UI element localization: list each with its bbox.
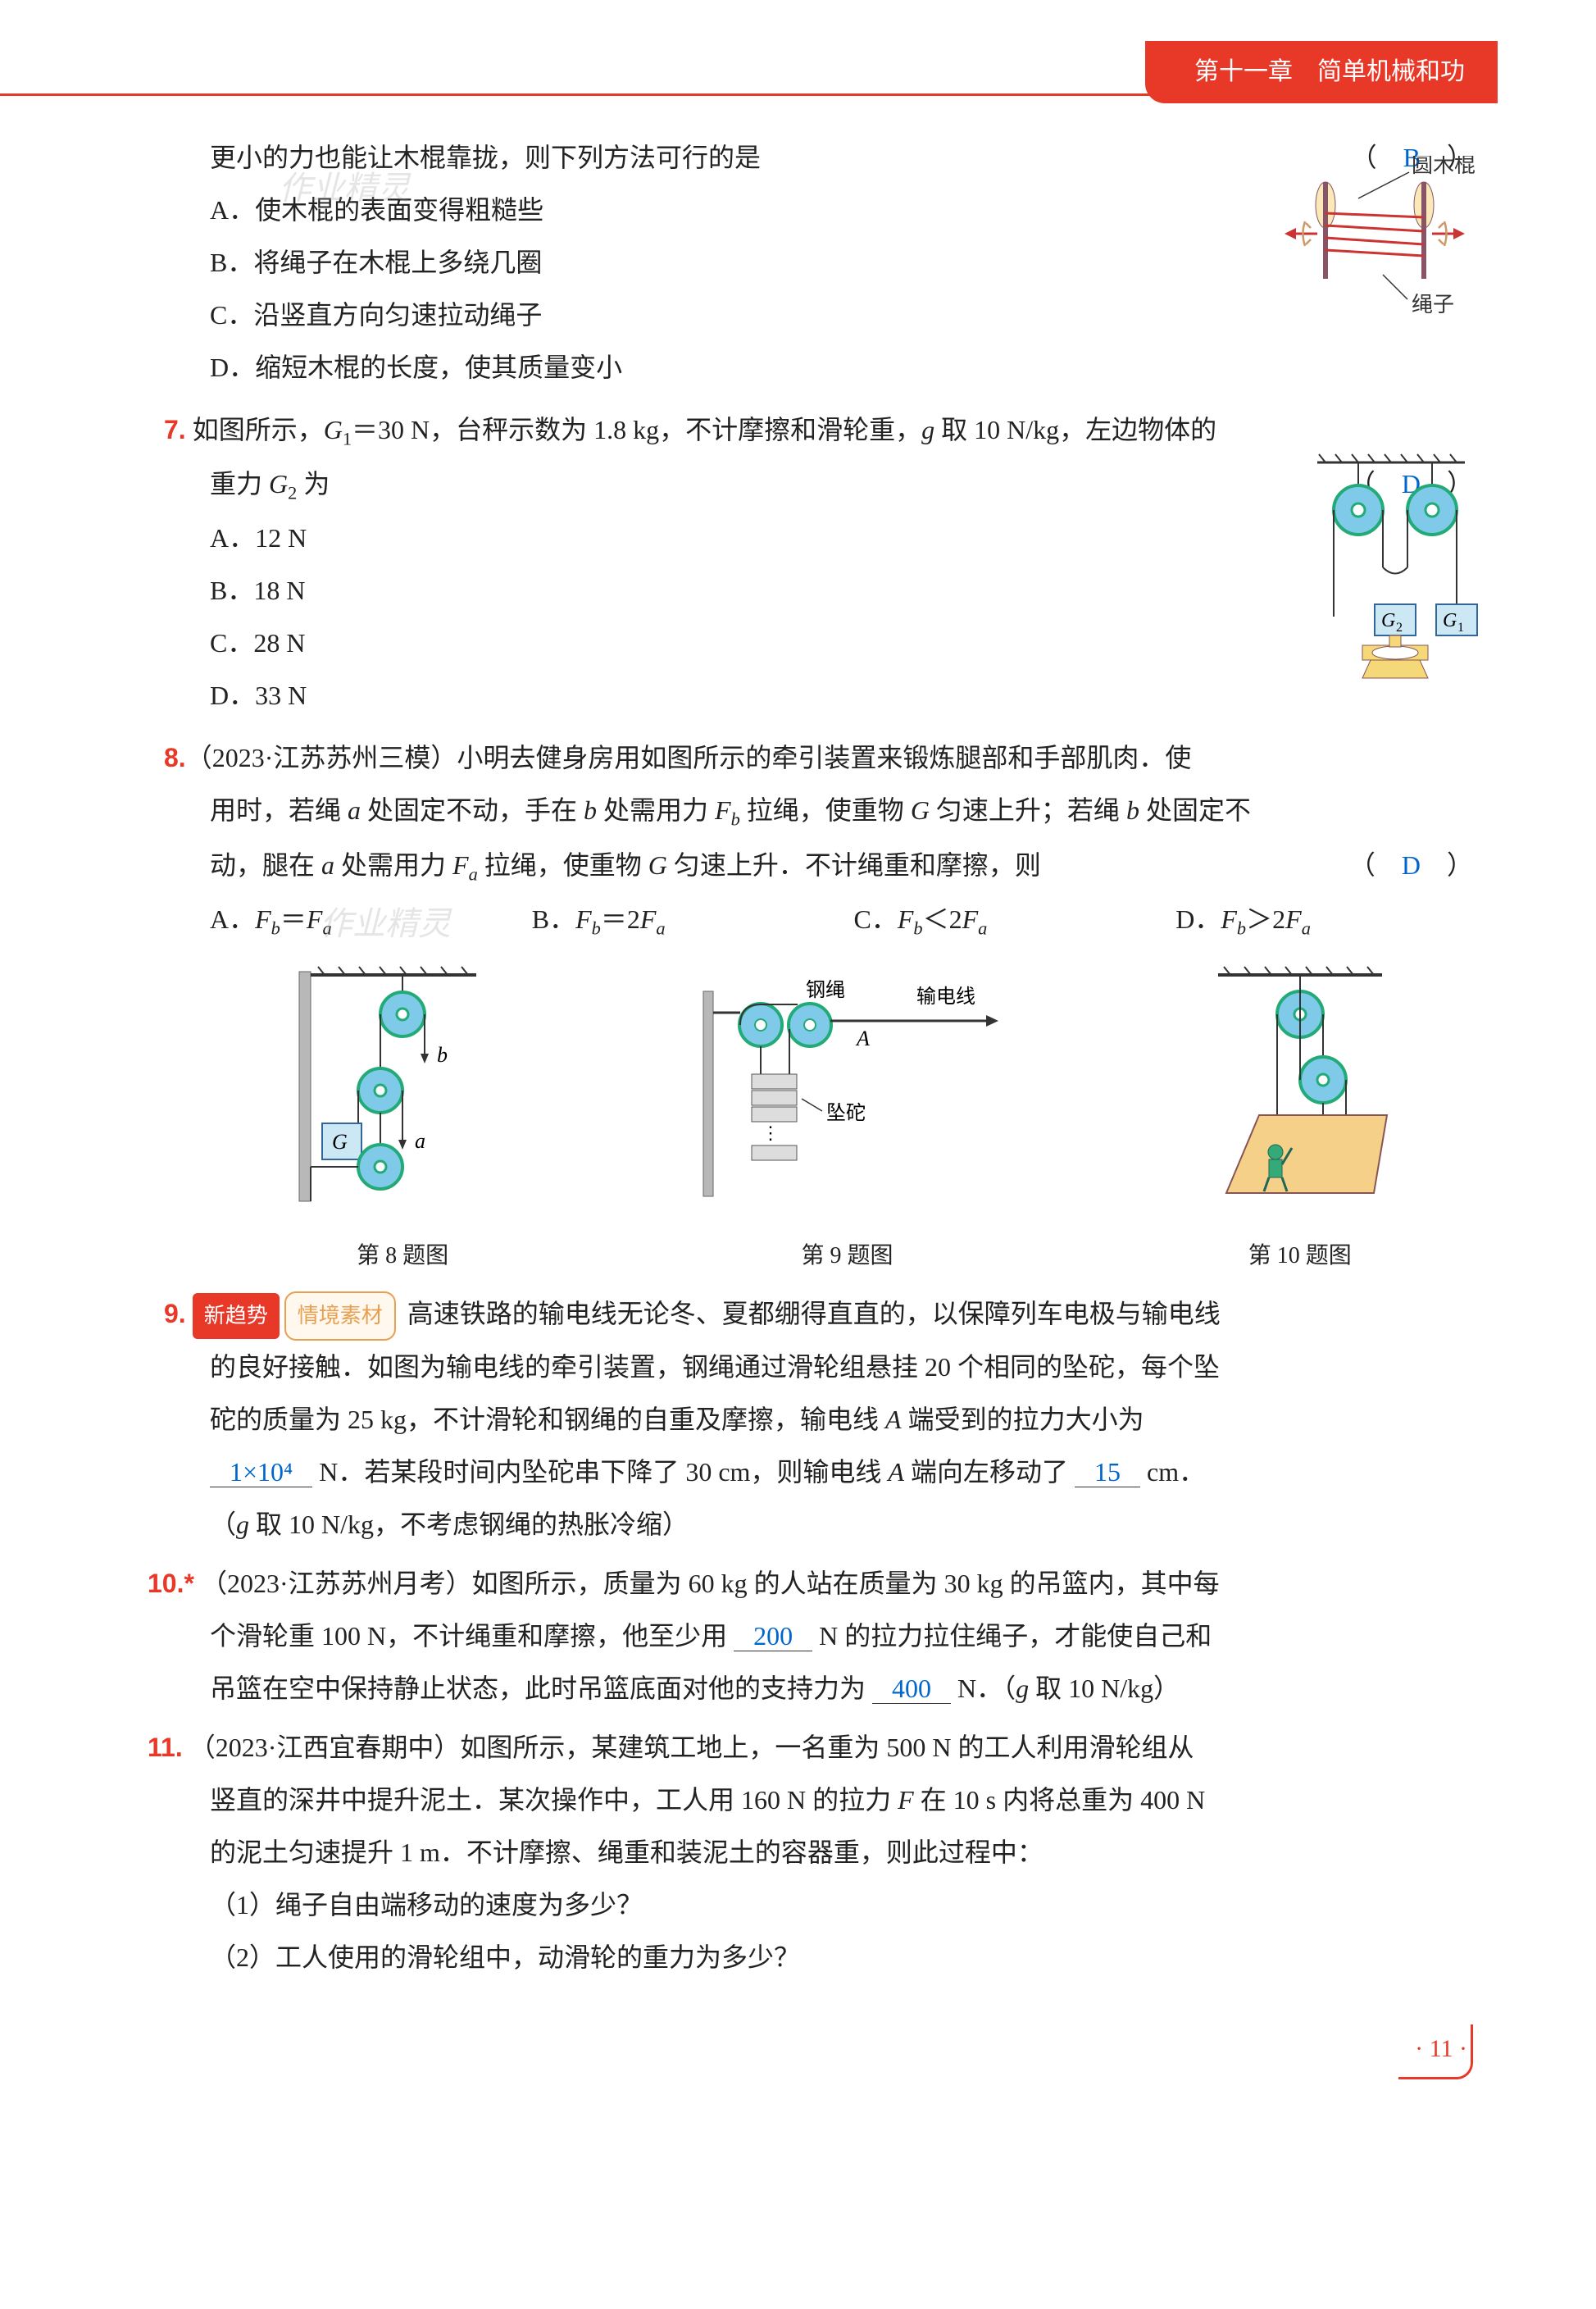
- q7-opt-b: B．18 N: [131, 564, 1498, 617]
- q10-source: （2023·江苏苏州月考）: [201, 1569, 472, 1598]
- q9-s1: 高速铁路的输电线无论冬、夏都绷得直直的，以保障列车电极与输电线: [407, 1299, 1221, 1328]
- svg-text:G: G: [1381, 610, 1395, 631]
- fig-8: b a G 第 8 题图: [288, 963, 517, 1279]
- badge-context: 情境素材: [284, 1291, 396, 1341]
- q7-figure: G2 G1: [1301, 453, 1481, 699]
- q11-s4: 的泥土匀速提升 1 m．不计摩擦、绳重和装泥土的容器重，则此过程中：: [131, 1826, 1498, 1879]
- question-9: 9. 新趋势情境素材 高速铁路的输电线无论冬、夏都绷得直直的，以保障列车电极与输…: [131, 1287, 1498, 1551]
- figure-row: b a G 第 8 题图 A 钢: [213, 963, 1498, 1279]
- q11-num: 11.: [148, 1733, 183, 1762]
- q11-sub1: （1）绳子自由端移动的速度为多少？: [131, 1879, 1498, 1931]
- svg-text:钢绳: 钢绳: [806, 979, 845, 1001]
- q9-s9: 取 10 N/kg，不考虑钢绳的热胀冷缩）: [249, 1510, 689, 1539]
- page-number: · 11 ·: [131, 2024, 1498, 2079]
- svg-text:⋮: ⋮: [762, 1123, 780, 1143]
- q7-num: 7.: [164, 415, 186, 444]
- q8-opt-d: D．Fb＞2Fa: [1175, 893, 1498, 947]
- q11-s2: 竖直的深井中提升泥土．某次操作中，工人用 160 N 的拉力: [210, 1785, 898, 1815]
- svg-text:a: a: [415, 1129, 425, 1153]
- q9-num: 9.: [164, 1299, 186, 1328]
- q8-source: （2023·江苏苏州三模）: [186, 743, 457, 772]
- q8-s11: 匀速上升．不计绳重和摩擦，则: [667, 850, 1041, 880]
- q11-s1: 如图所示，某建筑工地上，一名重为 500 N 的工人利用滑轮组从: [460, 1733, 1194, 1762]
- q8-s1: 小明去健身房用如图所示的牵引装置来锻炼腿部和手部肌肉．使: [457, 743, 1191, 772]
- q10-s2: 个滑轮重 100 N，不计绳重和摩擦，他至少用: [210, 1621, 727, 1651]
- svg-text:G: G: [332, 1130, 348, 1154]
- q8-s5: 拉绳，使重物: [740, 795, 911, 825]
- q10-num: 10.*: [148, 1569, 194, 1598]
- q9-s5: N．若某段时间内坠砣串下降了 30 cm，则输电线: [319, 1457, 888, 1487]
- svg-text:A: A: [855, 1027, 870, 1050]
- q7-opt-c: C．28 N: [131, 617, 1498, 669]
- q8-s8: 动，腿在: [210, 850, 321, 880]
- q7-stem-a: 如图所示，: [193, 415, 324, 444]
- svg-text:输电线: 输电线: [916, 986, 975, 1008]
- q7-stem-b: ＝30 N，台秤示数为 1.8 kg，不计摩擦和滑轮重，: [352, 415, 921, 444]
- q9-s7: cm．: [1147, 1457, 1205, 1487]
- q10-s1: 如图所示，质量为 60 kg 的人站在质量为 30 kg 的吊篮内，其中每: [472, 1569, 1220, 1598]
- q8-opt-a: A．Fb＝Fa: [210, 893, 532, 947]
- q8-s10: 拉绳，使重物: [478, 850, 648, 880]
- q8-num: 8.: [164, 743, 186, 772]
- question-6: 作业精灵 更小的力也能让木棍靠拢，则下列方法可行的是 （ B ） A．使木棍的表…: [131, 131, 1498, 394]
- q9-ans1: 1×10⁴: [210, 1457, 312, 1487]
- q7-stem-e: 为: [297, 469, 330, 499]
- q8-s7: 处固定不: [1139, 795, 1251, 825]
- q8-opt-c: C．Fb＜2Fa: [854, 893, 1176, 947]
- svg-text:2: 2: [1396, 621, 1403, 635]
- fig-label-rod: 圆木棍: [1412, 156, 1476, 177]
- question-11: 11. （2023·江西宜春期中）如图所示，某建筑工地上，一名重为 500 N …: [131, 1721, 1498, 1983]
- q9-s8: （: [210, 1510, 236, 1539]
- q8-answer: D: [1402, 850, 1421, 880]
- q7-stem-c: 取 10 N/kg，左边物体的: [934, 415, 1216, 444]
- q10-s4: 吊篮在空中保持静止状态，此时吊篮底面对他的支持力为: [210, 1674, 866, 1703]
- badge-new-trend: 新趋势: [193, 1293, 280, 1339]
- q11-sub2: （2）工人使用的滑轮组中，动滑轮的重力为多少？: [131, 1931, 1498, 1983]
- q11-source: （2023·江西宜春期中）: [189, 1733, 461, 1762]
- q8-s3: 处固定不动，手在: [361, 795, 584, 825]
- q9-s4: 端受到的拉力大小为: [902, 1405, 1144, 1434]
- q10-s3: N 的拉力拉住绳子，才能使自己和: [819, 1621, 1212, 1651]
- q10-ans1: 200: [734, 1621, 812, 1651]
- q9-s2: 的良好接触．如图为输电线的牵引装置，钢绳通过滑轮组悬挂 20 个相同的坠砣，每个…: [131, 1341, 1498, 1393]
- q8-answer-paren: （ D ）: [1349, 839, 1473, 891]
- q8-s4: 处需用力: [597, 795, 715, 825]
- svg-text:b: b: [437, 1043, 448, 1067]
- q8-s2: 用时，若绳: [210, 795, 348, 825]
- fig-10: 第 10 题图: [1177, 963, 1423, 1279]
- q8-s6: 匀速上升；若绳: [930, 795, 1126, 825]
- fig-label-rope: 绳子: [1412, 293, 1454, 317]
- question-8: 8.（2023·江苏苏州三模）小明去健身房用如图所示的牵引装置来锻炼腿部和手部肌…: [131, 731, 1498, 947]
- fig-9: A 钢绳 输电线 ⋮ 坠砣 第 9 题图: [666, 963, 1027, 1279]
- q10-s6: 取 10 N/kg）: [1029, 1674, 1180, 1703]
- svg-text:G: G: [1443, 610, 1457, 631]
- q9-ans2: 15: [1075, 1457, 1140, 1487]
- q8-options: A．Fb＝Fa B．Fb＝2Fa C．Fb＜2Fa D．Fb＞2Fa: [131, 893, 1498, 947]
- q9-s6: 端向左移动了: [904, 1457, 1068, 1487]
- q8-opt-b: B．Fb＝2Fa: [532, 893, 854, 947]
- fig10-cap: 第 10 题图: [1177, 1233, 1423, 1279]
- q10-ans2: 400: [872, 1674, 951, 1704]
- q7-opt-d: D．33 N: [131, 669, 1498, 722]
- svg-text:1: 1: [1457, 621, 1464, 635]
- question-7: 7. 如图所示，G1＝30 N，台秤示数为 1.8 kg，不计摩擦和滑轮重，g …: [131, 403, 1498, 722]
- q6-figure: 圆木棍 绳子: [1268, 156, 1481, 353]
- q7-stem-d: 重力: [210, 469, 269, 499]
- header-rule: [0, 93, 1498, 96]
- svg-text:坠砣: 坠砣: [826, 1102, 866, 1124]
- q8-s9: 处需用力: [334, 850, 452, 880]
- q6-stem: 更小的力也能让木棍靠拢，则下列方法可行的是: [210, 143, 761, 172]
- fig9-cap: 第 9 题图: [666, 1233, 1027, 1279]
- q7-opt-a: A．12 N: [131, 512, 1498, 564]
- question-10: 10.* （2023·江苏苏州月考）如图所示，质量为 60 kg 的人站在质量为…: [131, 1557, 1498, 1715]
- q9-s3: 砣的质量为 25 kg，不计滑轮和钢绳的自重及摩擦，输电线: [210, 1405, 885, 1434]
- fig8-cap: 第 8 题图: [288, 1233, 517, 1279]
- q10-s5: N．（: [957, 1674, 1016, 1703]
- q11-s3: 在 10 s 内将总重为 400 N: [914, 1785, 1206, 1815]
